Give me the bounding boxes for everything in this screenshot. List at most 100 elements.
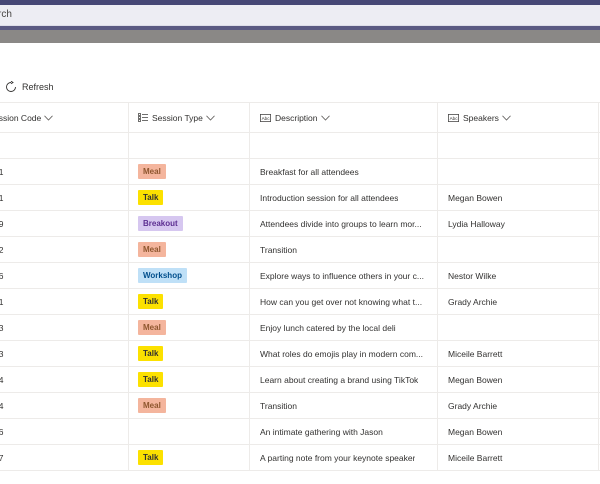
description-cell: An intimate gathering with Jason: [249, 419, 437, 444]
column-divider: [598, 445, 600, 470]
column-header-session-type[interactable]: Session Type: [128, 103, 249, 132]
search-text[interactable]: rch: [0, 9, 12, 20]
description-text: Learn about creating a brand using TikTo…: [260, 374, 419, 385]
description-text: How can you get over not knowing what t.…: [260, 296, 423, 307]
speaker-cell: Nestor Wilke: [437, 263, 598, 288]
column-divider: [598, 367, 600, 392]
description-cell: Transition: [249, 393, 437, 418]
session-type-cell: Talk: [128, 367, 249, 392]
speaker-cell: [437, 315, 598, 340]
session-type-cell: Talk: [128, 185, 249, 210]
session-type-badge: Talk: [138, 294, 164, 309]
text-column-icon: Abc: [260, 113, 271, 122]
description-cell: Learn about creating a brand using TikTo…: [249, 367, 437, 392]
session-type-badge: Meal: [138, 398, 166, 413]
session-code-cell: 37: [0, 452, 4, 463]
choice-column-icon: [138, 113, 148, 122]
column-divider: [598, 103, 600, 132]
speaker-cell: Grady Archie: [437, 393, 598, 418]
column-divider: [598, 159, 600, 184]
description-cell: How can you get over not knowing what t.…: [249, 289, 437, 314]
table-row[interactable]: 14 Talk Learn about creating a brand using…: [0, 367, 600, 393]
session-code-cell: 26: [0, 270, 4, 281]
refresh-button[interactable]: Refresh: [0, 81, 54, 93]
session-type-cell: Meal: [128, 315, 249, 340]
description-cell: Transition: [249, 237, 437, 262]
session-type-badge: Talk: [138, 190, 164, 205]
session-type-cell: Talk: [128, 341, 249, 366]
search-bar[interactable]: rch: [0, 5, 600, 26]
table-row[interactable]: 06 An intimate gathering with Jason Megan …: [0, 419, 600, 445]
session-type-badge: Breakout: [138, 216, 183, 231]
description-text: Explore ways to influence others in your…: [260, 270, 424, 281]
session-code-cell: 01: [0, 166, 4, 177]
description-text: Transition: [260, 244, 298, 255]
table-row[interactable]: 04 Meal Transition Grady Archie: [0, 393, 600, 419]
header-divider: [0, 26, 600, 30]
grid-body: 01 Meal Breakfast for all attendees 21 Talk I…: [0, 159, 600, 471]
session-type-cell: [128, 419, 249, 444]
session-type-cell: Meal: [128, 393, 249, 418]
speaker-cell: Grady Archie: [437, 289, 598, 314]
session-code-cell: 39: [0, 218, 4, 229]
session-code-cell: 13: [0, 348, 4, 359]
speaker-cell: Miceile Barrett: [437, 445, 598, 470]
session-type-badge: Meal: [138, 164, 166, 179]
svg-text:Abc: Abc: [450, 115, 459, 120]
description-cell: Attendees divide into groups to learn mo…: [249, 211, 437, 236]
session-type-badge: Workshop: [138, 268, 187, 283]
column-header-description[interactable]: Abc Description: [249, 103, 437, 132]
grid-header: ession Code Session Type Abc Description: [0, 102, 600, 133]
session-type-cell: Meal: [128, 237, 249, 262]
session-code-cell: 03: [0, 322, 4, 333]
table-row[interactable]: 51 Talk How can you get over not knowing w…: [0, 289, 600, 315]
session-type-badge: Talk: [138, 450, 164, 465]
speaker-cell: Megan Bowen: [437, 367, 598, 392]
description-cell: What roles do emojis play in modern com.…: [249, 341, 437, 366]
column-divider: [598, 289, 600, 314]
column-divider: [598, 419, 600, 444]
description-text: What roles do emojis play in modern com.…: [260, 348, 423, 359]
session-code-cell: 04: [0, 400, 4, 411]
session-type-badge: Meal: [138, 320, 166, 335]
description-text: Enjoy lunch catered by the local deli: [260, 322, 396, 333]
description-cell: A parting note from your keynote speaker: [249, 445, 437, 470]
svg-text:Abc: Abc: [262, 115, 271, 120]
column-divider: [598, 185, 600, 210]
column-divider: [598, 263, 600, 288]
chevron-down-icon: [320, 115, 330, 121]
table-row[interactable]: 21 Talk Introduction session for all atten…: [0, 185, 600, 211]
description-text: Introduction session for all attendees: [260, 192, 399, 203]
column-divider: [598, 237, 600, 262]
text-column-icon: Abc: [448, 113, 459, 122]
table-row[interactable]: 02 Meal Transition: [0, 237, 600, 263]
session-type-cell: Meal: [128, 159, 249, 184]
session-type-cell: Talk: [128, 289, 249, 314]
refresh-icon: [6, 81, 16, 92]
description-cell: Introduction session for all attendees: [249, 185, 437, 210]
session-type-cell: Workshop: [128, 263, 249, 288]
sessions-grid: ession Code Session Type Abc Description: [0, 102, 600, 471]
new-row[interactable]: [0, 133, 600, 159]
speaker-cell: [437, 159, 598, 184]
column-divider: [598, 341, 600, 366]
table-row[interactable]: 03 Meal Enjoy lunch catered by the local d…: [0, 315, 600, 341]
speaker-cell: Miceile Barrett: [437, 341, 598, 366]
column-header-speakers[interactable]: Abc Speakers: [437, 103, 598, 132]
table-row[interactable]: 37 Talk A parting note from your keynote s…: [0, 445, 600, 471]
session-type-badge: Talk: [138, 346, 164, 361]
table-row[interactable]: 39 Breakout Attendees divide into groups t…: [0, 211, 600, 237]
chevron-down-icon: [44, 115, 54, 121]
speaker-cell: Megan Bowen: [437, 185, 598, 210]
session-code-cell: 02: [0, 244, 4, 255]
description-cell: Enjoy lunch catered by the local deli: [249, 315, 437, 340]
column-header-session-code[interactable]: ession Code: [0, 103, 128, 132]
chevron-down-icon: [502, 115, 511, 121]
speaker-cell: [437, 237, 598, 262]
table-row[interactable]: 26 Workshop Explore ways to influence othe…: [0, 263, 600, 289]
refresh-label: Refresh: [22, 82, 54, 92]
column-divider: [598, 393, 600, 418]
column-divider: [598, 211, 600, 236]
table-row[interactable]: 13 Talk What roles do emojis play in moder…: [0, 341, 600, 367]
table-row[interactable]: 01 Meal Breakfast for all attendees: [0, 159, 600, 185]
